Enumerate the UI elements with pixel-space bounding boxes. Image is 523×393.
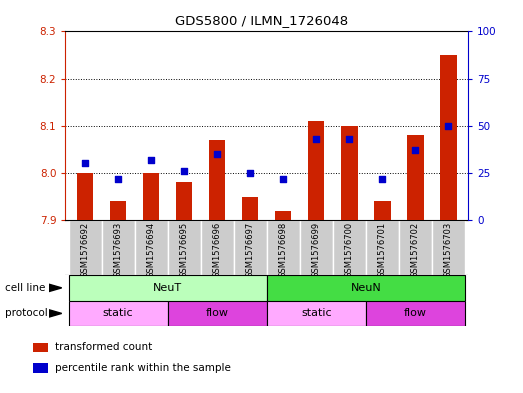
Text: flow: flow	[404, 309, 427, 318]
Text: GSM1576694: GSM1576694	[146, 222, 156, 278]
Point	[81, 160, 89, 167]
Bar	[432, 220, 465, 275]
Bar	[267, 220, 300, 275]
Point	[213, 151, 221, 157]
Bar	[69, 275, 267, 301]
Text: static: static	[103, 309, 133, 318]
Text: protocol: protocol	[5, 309, 48, 318]
Text: GDS5800 / ILMN_1726048: GDS5800 / ILMN_1726048	[175, 14, 348, 27]
Text: GSM1576699: GSM1576699	[312, 222, 321, 278]
Text: GSM1576702: GSM1576702	[411, 222, 420, 278]
Bar	[242, 196, 258, 220]
Text: NeuT: NeuT	[153, 283, 182, 293]
Bar	[267, 275, 465, 301]
Point	[279, 175, 288, 182]
Bar	[300, 220, 333, 275]
Bar	[101, 220, 135, 275]
Bar	[201, 220, 234, 275]
Text: GSM1576696: GSM1576696	[213, 222, 222, 278]
Bar	[308, 121, 324, 220]
Bar	[176, 182, 192, 220]
Bar	[168, 301, 267, 326]
Bar	[333, 220, 366, 275]
Text: GSM1576703: GSM1576703	[444, 222, 453, 278]
Bar	[267, 301, 366, 326]
Bar	[143, 173, 160, 220]
Bar	[69, 220, 101, 275]
Bar	[135, 220, 168, 275]
Text: GSM1576697: GSM1576697	[246, 222, 255, 278]
Bar	[69, 301, 168, 326]
Bar	[407, 135, 424, 220]
Bar	[440, 55, 457, 220]
Point	[246, 170, 254, 176]
Bar	[110, 201, 127, 220]
Bar	[168, 220, 201, 275]
Bar	[275, 211, 291, 220]
Bar	[399, 220, 432, 275]
Point	[411, 147, 419, 153]
Text: flow: flow	[206, 309, 229, 318]
Text: GSM1576693: GSM1576693	[113, 222, 123, 278]
Point	[114, 175, 122, 182]
Bar	[374, 201, 391, 220]
Text: GSM1576701: GSM1576701	[378, 222, 387, 278]
Text: GSM1576692: GSM1576692	[81, 222, 89, 278]
Text: percentile rank within the sample: percentile rank within the sample	[55, 363, 231, 373]
Point	[312, 136, 321, 142]
Bar	[341, 126, 358, 220]
Text: transformed count: transformed count	[55, 342, 153, 353]
Bar	[366, 301, 465, 326]
Point	[180, 168, 188, 174]
Point	[444, 123, 452, 129]
Polygon shape	[49, 310, 62, 317]
Point	[147, 156, 155, 163]
Bar	[33, 343, 48, 352]
Polygon shape	[49, 284, 62, 292]
Text: GSM1576698: GSM1576698	[279, 222, 288, 278]
Text: cell line: cell line	[5, 283, 46, 293]
Text: GSM1576700: GSM1576700	[345, 222, 354, 278]
Text: GSM1576695: GSM1576695	[180, 222, 189, 278]
Bar	[209, 140, 225, 220]
Bar	[33, 364, 48, 373]
Point	[378, 175, 386, 182]
Bar	[366, 220, 399, 275]
Text: static: static	[301, 309, 332, 318]
Bar	[234, 220, 267, 275]
Point	[345, 136, 354, 142]
Text: NeuN: NeuN	[350, 283, 381, 293]
Bar	[77, 173, 94, 220]
